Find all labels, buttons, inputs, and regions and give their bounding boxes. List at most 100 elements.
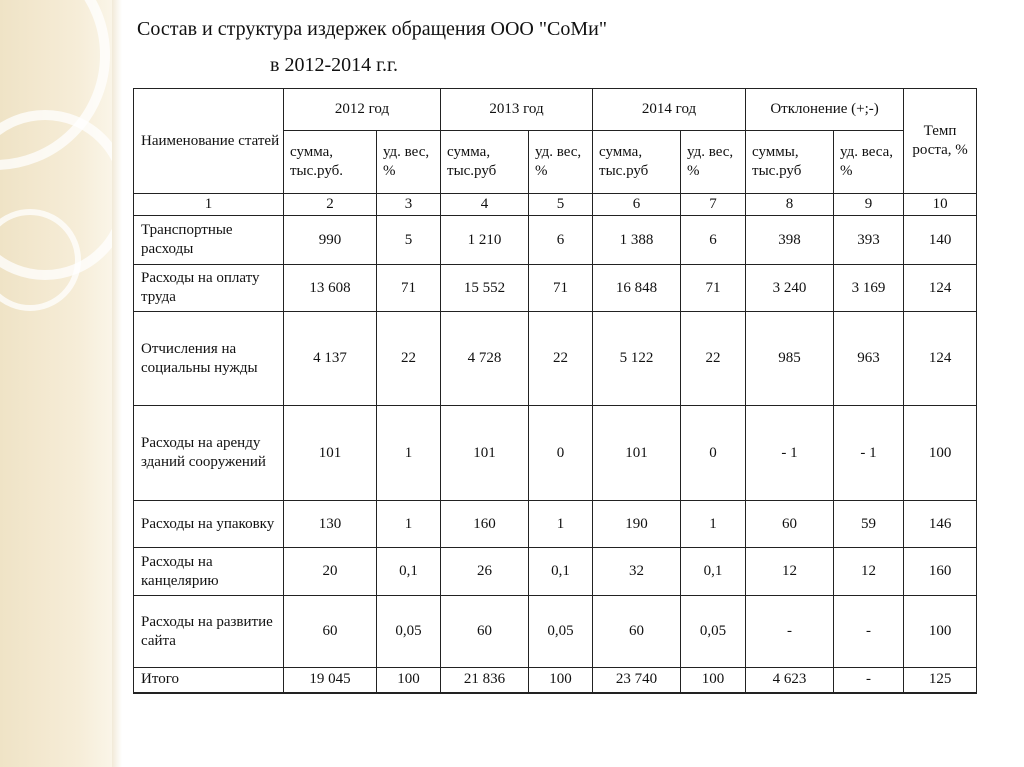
- cell-value: 0: [528, 405, 594, 501]
- row-name: Расходы на оплату труда: [133, 264, 284, 312]
- cell-value: 100: [680, 667, 747, 693]
- cell-value: 0,05: [375, 595, 442, 668]
- cell-value: - 1: [745, 405, 835, 501]
- cell-value: 26: [440, 547, 530, 596]
- cell-value: 0,05: [528, 595, 594, 668]
- slide-title: Состав и структура издержек обращения ОО…: [137, 18, 607, 40]
- cell-value: 5 122: [592, 311, 682, 406]
- cell-value: 146: [903, 500, 978, 548]
- costs-table: Наименование статей 2012 год 2013 год 20…: [133, 88, 978, 694]
- cell-value: 1 210: [440, 215, 530, 265]
- cell-value: 398: [745, 215, 835, 265]
- header-name: Наименование статей: [133, 88, 284, 194]
- cell-value: 60: [283, 595, 377, 668]
- cell-value: 140: [903, 215, 978, 265]
- cell-value: 100: [903, 595, 978, 668]
- cell-value: 21 836: [440, 667, 530, 693]
- cell-value: 100: [375, 667, 442, 693]
- subheader-cell: сумма, тыс.руб: [440, 130, 530, 194]
- table-row: Итого 19 045 100 21 836 100 23 740 100 4 623-12…: [133, 667, 978, 693]
- cell-value: 3 169: [833, 264, 905, 312]
- table-row: Расходы на аренду зданий сооружений 101 1 1…: [133, 405, 978, 501]
- cell-value: 0,1: [375, 547, 442, 596]
- row-name: Расходы на аренду зданий сооружений: [133, 405, 284, 501]
- cell-value: - 1: [833, 405, 905, 501]
- cell-value: 71: [680, 264, 747, 312]
- cell-value: 13 608: [283, 264, 377, 312]
- cell-value: 0,1: [528, 547, 594, 596]
- cell-value: 4 728: [440, 311, 530, 406]
- subheader-cell: сумма, тыс.руб: [592, 130, 682, 194]
- subheader-cell: уд. вес, %: [528, 130, 594, 194]
- slide-subtitle: в 2012-2014 г.г.: [270, 54, 398, 76]
- cell-value: 1 388: [592, 215, 682, 265]
- header-2014: 2014 год: [592, 88, 747, 131]
- cell-value: 1: [680, 500, 747, 548]
- row-name: Отчисления на социальны нужды: [133, 311, 284, 406]
- cell-value: 393: [833, 215, 905, 265]
- row-name: Расходы на развитие сайта: [133, 595, 284, 668]
- cell-value: 5: [375, 215, 442, 265]
- cell-value: 100: [903, 405, 978, 501]
- cell-value: 0: [680, 405, 747, 501]
- cell-value: 4 137: [283, 311, 377, 406]
- cell-value: 3 240: [745, 264, 835, 312]
- cell-value: 125: [903, 667, 978, 693]
- cell-value: 20: [283, 547, 377, 596]
- row-name: Расходы на упаковку: [133, 500, 284, 548]
- cell-value: 15 552: [440, 264, 530, 312]
- cell-value: 990: [283, 215, 377, 265]
- cell-value: 60: [745, 500, 835, 548]
- table-row: Расходы на канцелярию 20 0,1 26 0,1 32 0,1 12 12…: [133, 547, 978, 596]
- cell-value: 124: [903, 311, 978, 406]
- cell-value: 23 740: [592, 667, 682, 693]
- cell-value: 19 045: [283, 667, 377, 693]
- cell-value: 124: [903, 264, 978, 312]
- decorative-circle: [0, 0, 110, 170]
- cell-value: -: [833, 667, 905, 693]
- cell-value: 160: [440, 500, 530, 548]
- column-number: 9: [833, 193, 905, 216]
- subheader-cell: сумма, тыс.руб.: [283, 130, 377, 194]
- cell-value: -: [833, 595, 905, 668]
- table-row: Расходы на оплату труда 13 608 71 15 552 71 1…: [133, 264, 978, 312]
- cell-value: 0,05: [680, 595, 747, 668]
- cell-value: 101: [592, 405, 682, 501]
- cell-value: 1: [375, 405, 442, 501]
- cell-value: 60: [592, 595, 682, 668]
- subheader-cell: уд. вес, %: [680, 130, 747, 194]
- column-number: 2: [283, 193, 377, 216]
- column-number: 7: [680, 193, 747, 216]
- cell-value: 130: [283, 500, 377, 548]
- cell-value: 101: [440, 405, 530, 501]
- cell-value: 12: [833, 547, 905, 596]
- cell-value: 4 623: [745, 667, 835, 693]
- cell-value: 22: [375, 311, 442, 406]
- cell-value: 59: [833, 500, 905, 548]
- cell-value: 12: [745, 547, 835, 596]
- column-number: 1: [133, 193, 284, 216]
- cell-value: 16 848: [592, 264, 682, 312]
- cell-value: 22: [528, 311, 594, 406]
- cell-value: 71: [375, 264, 442, 312]
- table-row: Транспортные расходы 990 5 1 210 6 1 388 6 398 3…: [133, 215, 978, 265]
- header-growth: Темп роста, %: [903, 88, 978, 194]
- table-row: Отчисления на социальны нужды 4 137 22 4 72…: [133, 311, 978, 406]
- row-name: Расходы на канцелярию: [133, 547, 284, 596]
- cell-value: 60: [440, 595, 530, 668]
- table-body: Транспортные расходы 990 5 1 210 6 1 388 6 398 3…: [133, 215, 978, 693]
- cell-value: 71: [528, 264, 594, 312]
- row-name: Итого: [133, 667, 284, 693]
- column-number: 6: [592, 193, 682, 216]
- decorative-circle: [0, 209, 81, 311]
- header-2013: 2013 год: [440, 88, 594, 131]
- subheader-cell: суммы, тыс.руб: [745, 130, 835, 194]
- cell-value: 1: [375, 500, 442, 548]
- cell-value: 32: [592, 547, 682, 596]
- cell-value: 22: [680, 311, 747, 406]
- cell-value: 101: [283, 405, 377, 501]
- subheader-cell: уд. вес, %: [375, 130, 442, 194]
- cell-value: 1: [528, 500, 594, 548]
- cell-value: 100: [528, 667, 594, 693]
- header-2012: 2012 год: [282, 88, 442, 131]
